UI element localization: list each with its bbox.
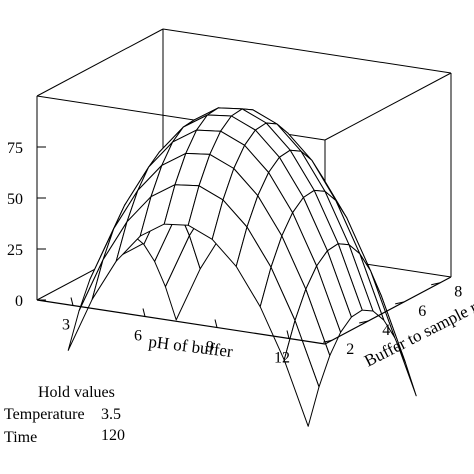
y-tick-label: 6 bbox=[418, 303, 426, 320]
box-edge-top-left bbox=[36, 28, 164, 97]
hold-time-value: 120 bbox=[101, 427, 125, 444]
y-tick-mark bbox=[323, 339, 333, 343]
y-tick-label: 2 bbox=[346, 341, 354, 358]
x-axis-ticks: 3 6 9 12 bbox=[62, 297, 290, 367]
hold-temperature-label: Temperature bbox=[4, 406, 85, 423]
y-tick-label: 8 bbox=[454, 284, 462, 301]
hold-time-label: Time bbox=[4, 429, 37, 446]
x-tick-mark bbox=[142, 308, 146, 317]
z-axis-ticks: 0 25 50 75 bbox=[7, 140, 46, 310]
x-tick-mark bbox=[70, 297, 74, 306]
y-tick-mark bbox=[359, 320, 369, 324]
z-tick-label: 25 bbox=[7, 242, 23, 259]
x-tick-label: 12 bbox=[274, 350, 290, 367]
z-tick-label: 75 bbox=[7, 140, 23, 157]
hold-values-title: Hold values bbox=[38, 384, 115, 401]
x-tick-mark bbox=[286, 330, 290, 339]
x-axis-title: pH of buffer bbox=[147, 332, 234, 361]
box-edge-bottom-right bbox=[324, 276, 452, 345]
box-edge-bottom-front bbox=[36, 299, 326, 345]
x-tick-label: 6 bbox=[134, 328, 142, 345]
z-tick-label: 0 bbox=[15, 293, 23, 310]
x-tick-label: 3 bbox=[62, 317, 70, 334]
z-tick-label: 50 bbox=[7, 191, 23, 208]
response-surface-mesh bbox=[67, 107, 417, 427]
box-edge-top-right bbox=[324, 72, 452, 141]
y-axis-ticks: 2 4 6 8 bbox=[323, 282, 462, 358]
hold-values-legend: Hold values Temperature 3.5 Time 120 bbox=[4, 384, 125, 446]
y-tick-label: 4 bbox=[382, 322, 390, 339]
x-tick-label: 9 bbox=[206, 339, 214, 356]
plot-box-front-edges bbox=[36, 276, 452, 345]
hold-temperature-value: 3.5 bbox=[101, 406, 121, 423]
y-tick-mark bbox=[395, 301, 405, 305]
x-tick-mark bbox=[214, 319, 218, 328]
box-edge-top-back bbox=[162, 28, 452, 74]
surface-cell bbox=[91, 221, 128, 300]
y-tick-mark bbox=[431, 282, 441, 286]
surface-cell bbox=[283, 320, 320, 427]
